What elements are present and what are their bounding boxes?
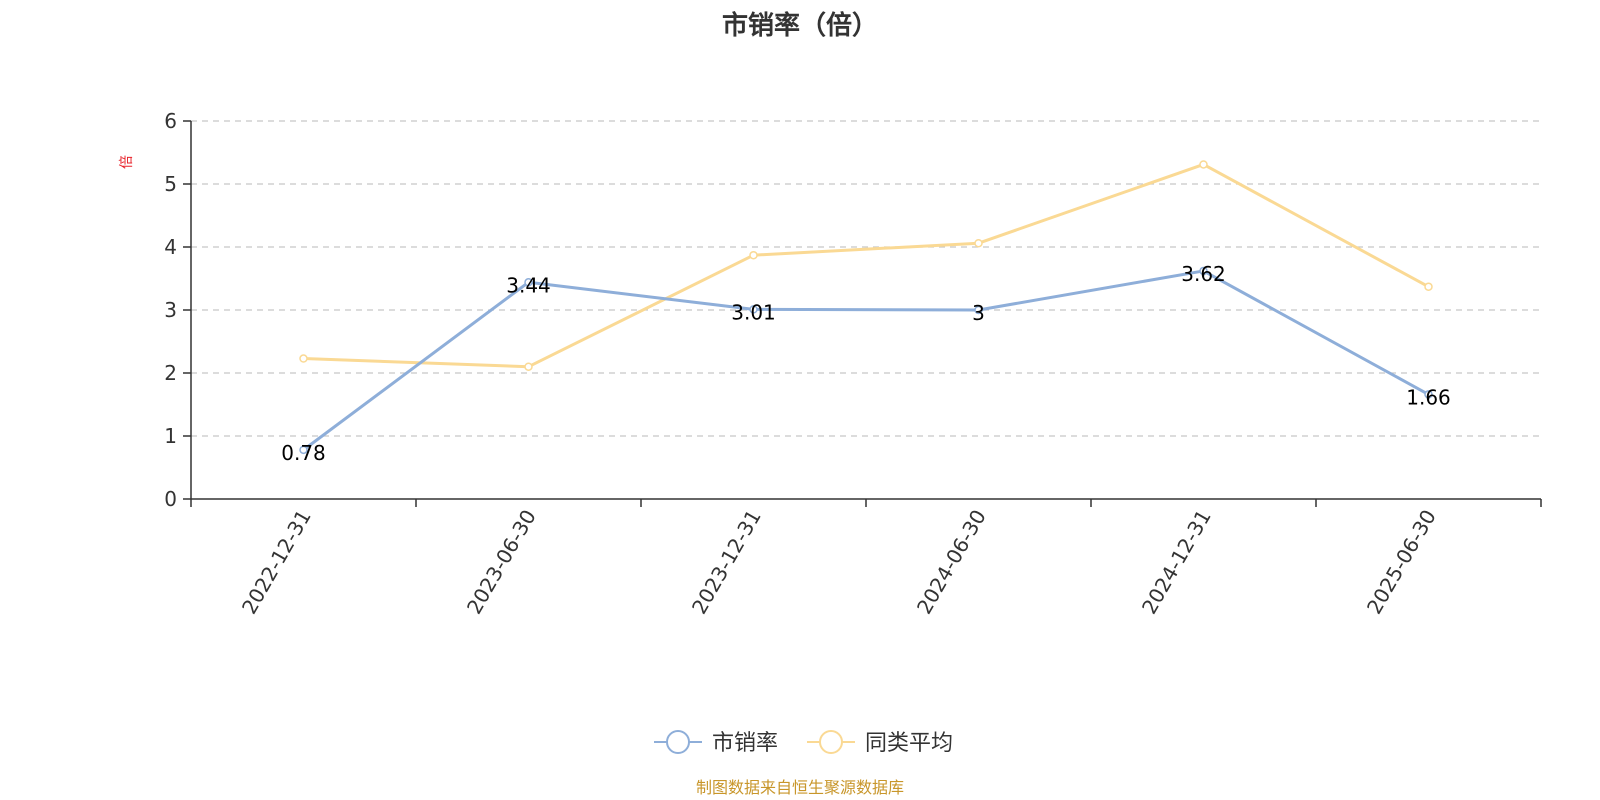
legend-marker-0	[666, 730, 690, 754]
y-tick-label-2: 2	[164, 361, 177, 385]
legend-marker-1	[819, 730, 843, 754]
data-point-市销率-2024-06-30[interactable]	[974, 305, 983, 315]
y-tick-label-3: 3	[164, 298, 177, 322]
y-tick-label-0: 0	[164, 487, 177, 511]
axes: 0 1 2 3 4 5 6 2022-12-31 2023-06-30 2023-12-31 202…	[164, 109, 1542, 619]
data-labels: 0.78 3.44 3.01 3 3.62 1.66	[281, 262, 1451, 465]
data-point-同类平均-2023-12-31[interactable]	[749, 250, 758, 260]
x-tick-label-2023-12-31: 2023-12-31	[687, 506, 766, 619]
data-label-2023-06-30: 3.44	[506, 273, 551, 297]
series-lines	[299, 160, 1433, 455]
data-point-市销率-2023-12-31[interactable]	[749, 305, 758, 314]
grid-lines	[191, 120, 1541, 437]
legend[interactable]: 市销率 同类平均	[654, 730, 953, 756]
x-tick-label-2024-06-30: 2024-06-30	[912, 506, 991, 619]
data-point-市销率-2025-06-30[interactable]	[1424, 390, 1433, 399]
data-label-2022-12-31: 0.78	[281, 441, 326, 465]
x-tick-label-2023-06-30: 2023-06-30	[462, 506, 541, 619]
x-tick-label-2024-12-31: 2024-12-31	[1137, 506, 1216, 619]
data-point-同类平均-2024-12-31[interactable]	[1199, 160, 1208, 169]
data-label-2023-12-31: 3.01	[731, 300, 776, 324]
series-line-市销率	[302, 269, 1430, 452]
data-point-同类平均-2023-06-30[interactable]	[524, 362, 533, 371]
legend-label-1: 同类平均	[865, 731, 953, 756]
y-tick-label-1: 1	[164, 424, 177, 448]
x-tick-label-2022-12-31: 2022-12-31	[237, 506, 316, 619]
y-tick-label-5: 5	[164, 172, 177, 196]
source-note: 制图数据来自恒生聚源数据库	[696, 778, 904, 797]
legend-item-市销率[interactable]: 市销率	[654, 730, 778, 756]
data-label-2024-12-31: 3.62	[1181, 262, 1226, 286]
chart-title: 市销率（倍）	[722, 10, 878, 41]
legend-label-0: 市销率	[712, 731, 778, 756]
legend-item-同类平均[interactable]: 同类平均	[807, 730, 953, 756]
data-point-同类平均-2024-06-30[interactable]	[974, 238, 983, 248]
series-line-同类平均	[303, 162, 1430, 369]
data-label-2025-06-30: 1.66	[1406, 385, 1451, 409]
y-axis-unit-label: 倍	[119, 155, 135, 169]
data-point-市销率-2022-12-31[interactable]	[299, 445, 308, 455]
data-point-同类平均-2022-12-31[interactable]	[299, 354, 308, 363]
x-tick-label-2025-06-30: 2025-06-30	[1362, 506, 1441, 619]
data-point-市销率-2024-12-31[interactable]	[1199, 266, 1208, 276]
data-label-2024-06-30: 3	[972, 301, 985, 325]
y-tick-label-4: 4	[164, 235, 177, 259]
data-point-同类平均-2025-06-30[interactable]	[1424, 282, 1433, 291]
y-tick-label-6: 6	[164, 109, 177, 133]
data-point-市销率-2023-06-30[interactable]	[524, 278, 533, 287]
